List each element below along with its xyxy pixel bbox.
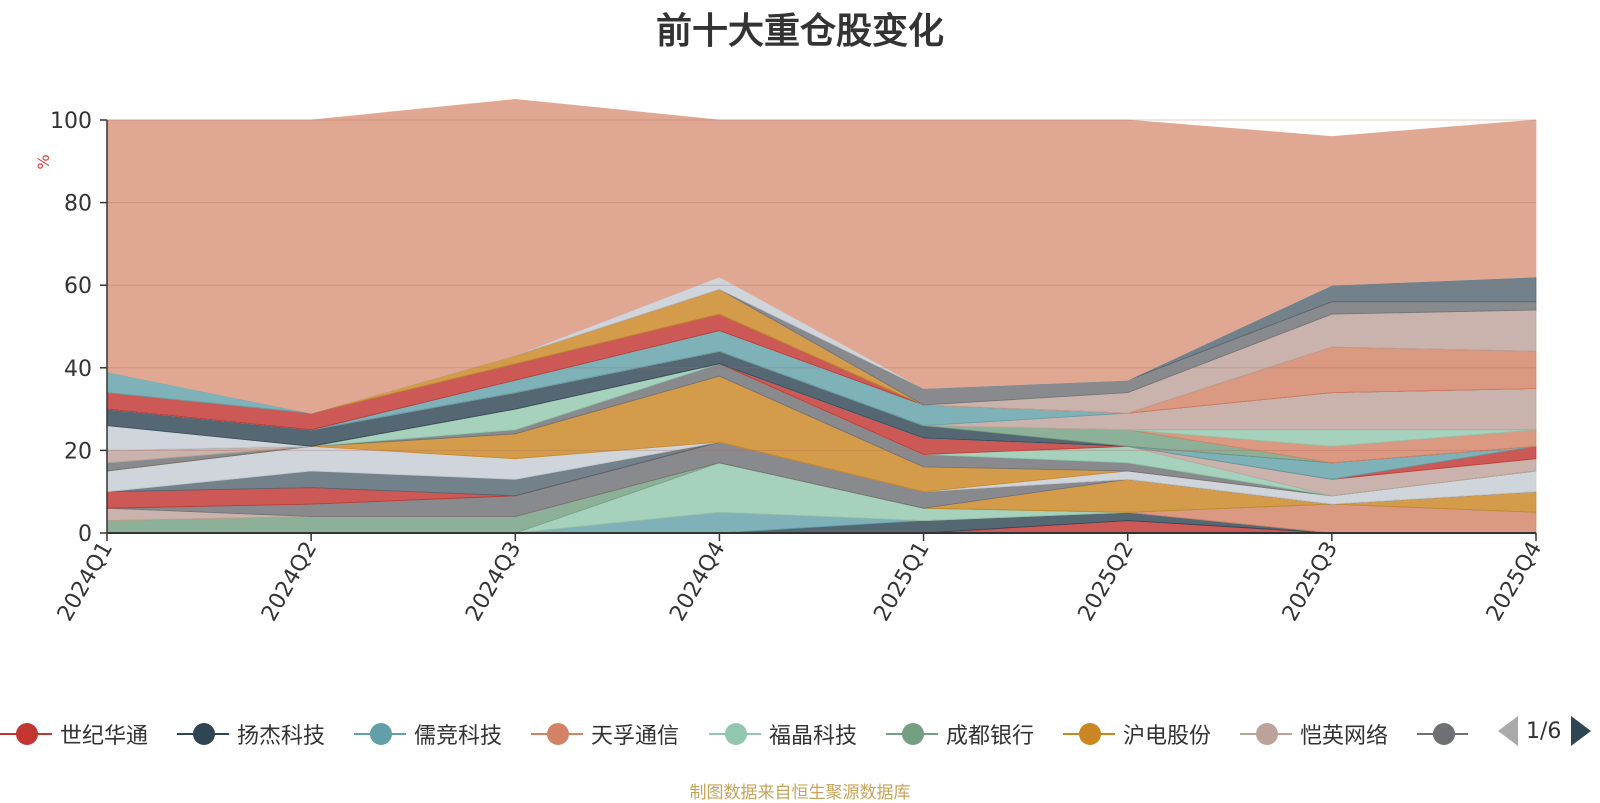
legend-page-indicator: 1/6 xyxy=(1526,718,1562,744)
legend-item[interactable]: 福晶科技 xyxy=(709,712,857,756)
y-tick-label: 40 xyxy=(64,357,92,382)
legend-label: 世纪华通 xyxy=(60,724,149,749)
legend-marker-icon xyxy=(886,722,938,746)
y-tick-label: 0 xyxy=(78,522,92,547)
legend-marker-icon xyxy=(1063,722,1115,746)
chart-title: 前十大重仓股变化 xyxy=(655,11,944,52)
x-tick-label: 2025Q3 xyxy=(1278,538,1343,626)
legend-item[interactable]: 儒竞科技 xyxy=(354,712,502,756)
legend: 世纪华通 扬杰科技 儒竞科技 天孚通信 福晶科技 成都银行 沪电股份 恺英网络 xyxy=(0,712,1468,756)
legend-item[interactable] xyxy=(1417,712,1468,756)
y-tick-label: 20 xyxy=(64,439,92,464)
legend-label: 儒竞科技 xyxy=(414,724,503,749)
legend-label: 恺英网络 xyxy=(1300,724,1389,749)
legend-item[interactable]: 扬杰科技 xyxy=(177,712,325,756)
x-tick-label: 2024Q3 xyxy=(461,538,526,626)
legend-next-icon[interactable] xyxy=(1571,716,1592,746)
x-tick-label: 2025Q2 xyxy=(1074,538,1139,626)
area-layers xyxy=(106,98,1537,534)
legend-marker-icon xyxy=(0,722,52,746)
x-tick-label: 2025Q4 xyxy=(1482,538,1547,626)
x-tick-label: 2025Q1 xyxy=(869,538,934,626)
legend-item[interactable]: 天孚通信 xyxy=(531,712,679,756)
stacked-area-chart: 0 20 40 60 80 100 2024Q1 2024Q2 2024Q3 2024Q4 2025… xyxy=(34,98,1547,626)
legend-label: 成都银行 xyxy=(946,724,1035,749)
grid-lines xyxy=(107,119,1536,451)
legend-label: 扬杰科技 xyxy=(237,724,326,749)
legend-marker-icon xyxy=(1240,722,1292,746)
x-tick-label: 2024Q2 xyxy=(257,538,322,626)
data-source-note: 制图数据来自恒生聚源数据库 xyxy=(689,783,911,803)
legend-marker-icon xyxy=(354,722,406,746)
legend-item[interactable]: 沪电股份 xyxy=(1063,712,1211,756)
legend-marker-icon xyxy=(709,722,761,746)
y-tick-label: 80 xyxy=(64,192,92,217)
legend-label: 福晶科技 xyxy=(769,724,858,749)
y-tick-label: 100 xyxy=(50,109,92,134)
legend-label: 天孚通信 xyxy=(591,724,680,749)
y-axis-label: % xyxy=(34,154,53,169)
x-tick-label: 2024Q4 xyxy=(665,538,730,626)
legend-item[interactable]: 世纪华通 xyxy=(0,712,148,756)
legend-marker-icon xyxy=(531,722,583,746)
area-series-remainder[interactable] xyxy=(106,98,1537,414)
legend-pager: 1/6 xyxy=(1498,716,1592,746)
legend-prev-icon[interactable] xyxy=(1498,716,1518,746)
y-tick-label: 60 xyxy=(64,274,92,299)
x-tick-label: 2024Q1 xyxy=(53,538,118,626)
legend-marker-icon xyxy=(1417,722,1468,746)
legend-item[interactable]: 恺英网络 xyxy=(1240,712,1388,756)
legend-item[interactable]: 成都银行 xyxy=(886,712,1034,756)
legend-marker-icon xyxy=(177,722,229,746)
legend-label: 沪电股份 xyxy=(1123,724,1212,749)
